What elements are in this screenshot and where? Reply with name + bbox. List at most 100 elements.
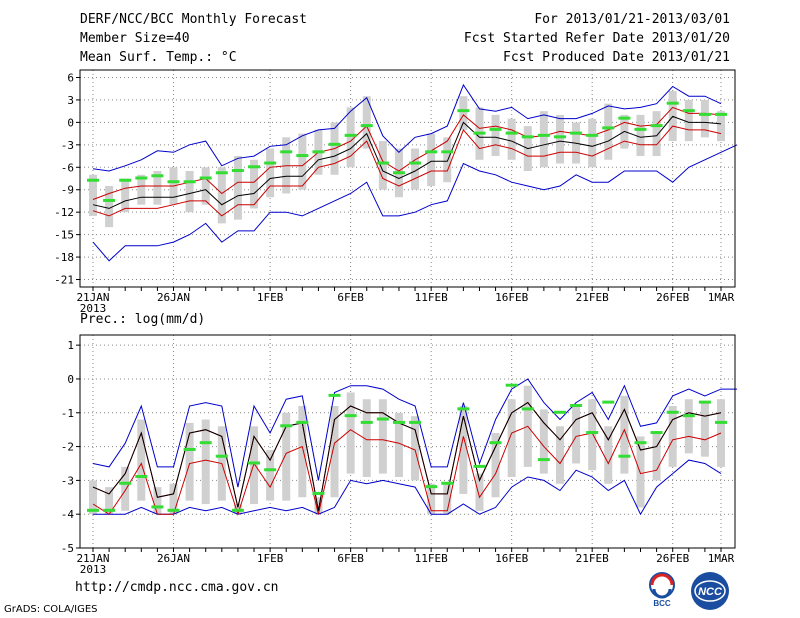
observed-marker xyxy=(151,505,164,509)
ensemble-box xyxy=(378,399,387,474)
observed-marker xyxy=(521,407,534,411)
x-tick-label: 11FEB xyxy=(415,552,448,565)
observed-marker xyxy=(119,178,132,182)
ensemble-box xyxy=(121,466,130,511)
ensemble-box xyxy=(459,96,468,130)
year-label: 2013 xyxy=(80,302,107,315)
observed-marker xyxy=(231,169,244,173)
observed-marker xyxy=(666,410,679,414)
ensemble-box xyxy=(459,406,468,494)
ensemble-box xyxy=(539,111,548,168)
observed-marker xyxy=(489,127,502,131)
ensemble-box xyxy=(330,406,339,498)
y-tick-label: -15 xyxy=(54,229,74,242)
x-tick-label: 21FEB xyxy=(576,552,609,565)
observed-marker xyxy=(553,410,566,414)
ensemble-box xyxy=(507,118,516,160)
bcc-logo: BCC xyxy=(649,572,675,608)
observed-marker xyxy=(570,131,583,135)
observed-marker xyxy=(376,161,389,165)
ensemble-box xyxy=(411,148,420,190)
ensemble-box xyxy=(250,426,259,505)
observed-marker xyxy=(698,400,711,404)
observed-marker xyxy=(183,447,196,451)
observed-marker xyxy=(586,133,599,137)
observed-marker xyxy=(441,150,454,154)
observed-marker xyxy=(409,161,422,165)
observed-marker xyxy=(312,150,325,154)
x-tick-label: 11FEB xyxy=(415,291,448,304)
observed-marker xyxy=(634,127,647,131)
y-tick-label: -3 xyxy=(61,139,74,152)
y-tick-label: -4 xyxy=(61,508,75,521)
ensemble-mean-line xyxy=(92,115,722,209)
year-label: 2013 xyxy=(80,563,107,576)
observed-marker xyxy=(119,481,132,485)
observed-marker xyxy=(505,383,518,387)
observed-marker xyxy=(103,508,116,512)
y-tick-label: -9 xyxy=(61,184,74,197)
ensemble-box xyxy=(137,174,146,205)
observed-marker xyxy=(505,131,518,135)
ncc-logo: NCC xyxy=(691,572,729,610)
ensemble-box xyxy=(539,409,548,474)
ensemble-box xyxy=(507,399,516,477)
x-tick-label: 26JAN xyxy=(157,291,190,304)
observed-marker xyxy=(215,171,228,175)
ensemble-box xyxy=(89,480,97,515)
ensemble-box xyxy=(169,483,178,515)
ensemble-box xyxy=(604,103,613,160)
member-size: Member Size=40 xyxy=(80,31,190,46)
ensemble-box xyxy=(298,406,307,498)
ensemble-box xyxy=(636,436,645,508)
ensemble-box xyxy=(201,419,210,505)
upper-envelope-line xyxy=(92,378,738,488)
observed-marker xyxy=(409,420,422,424)
y-tick-label: 0 xyxy=(67,116,74,129)
ensemble-box xyxy=(652,111,661,157)
observed-marker xyxy=(425,485,438,489)
ensemble-box xyxy=(491,114,500,157)
ensemble-box xyxy=(105,185,114,228)
ensemble-box xyxy=(89,174,97,216)
observed-marker xyxy=(650,431,663,435)
ensemble-box xyxy=(668,406,677,467)
x-tick-label: 16FEB xyxy=(495,552,528,565)
ensemble-box xyxy=(491,433,500,498)
ensemble-box xyxy=(362,399,371,477)
inner-low-line xyxy=(92,125,722,217)
observed-marker xyxy=(248,461,261,465)
ensemble-box xyxy=(250,159,259,209)
observed-marker xyxy=(360,124,373,128)
ensemble-box xyxy=(201,167,210,205)
ensemble-box xyxy=(555,426,564,484)
observed-marker xyxy=(682,414,695,418)
observed-marker xyxy=(296,420,309,424)
observed-marker xyxy=(650,124,663,128)
source-url[interactable]: http://cmdp.ncc.cma.gov.cn xyxy=(75,580,279,595)
forecast-period: For 2013/01/21-2013/03/01 xyxy=(534,12,730,27)
observed-marker xyxy=(151,174,164,178)
lower-envelope-line xyxy=(92,144,738,262)
observed-marker xyxy=(602,400,615,404)
y-tick-label: -18 xyxy=(54,251,74,264)
ensemble-box xyxy=(636,114,645,157)
ensemble-box xyxy=(314,497,323,515)
observed-marker xyxy=(715,420,727,424)
observed-marker xyxy=(457,109,470,113)
ensemble-box xyxy=(105,487,114,515)
observed-marker xyxy=(199,441,212,445)
x-tick-label: 6FEB xyxy=(337,552,364,565)
observed-marker xyxy=(103,198,116,202)
observed-marker xyxy=(199,176,212,180)
observed-marker xyxy=(167,508,180,512)
ensemble-box xyxy=(394,412,403,477)
y-tick-label: -12 xyxy=(54,206,74,219)
bcc-logo-text: BCC xyxy=(653,599,671,608)
y-tick-label: 3 xyxy=(67,94,74,107)
ensemble-box xyxy=(443,137,452,183)
ensemble-box xyxy=(346,392,355,474)
ensemble-box xyxy=(427,483,436,515)
observed-marker xyxy=(280,424,293,428)
